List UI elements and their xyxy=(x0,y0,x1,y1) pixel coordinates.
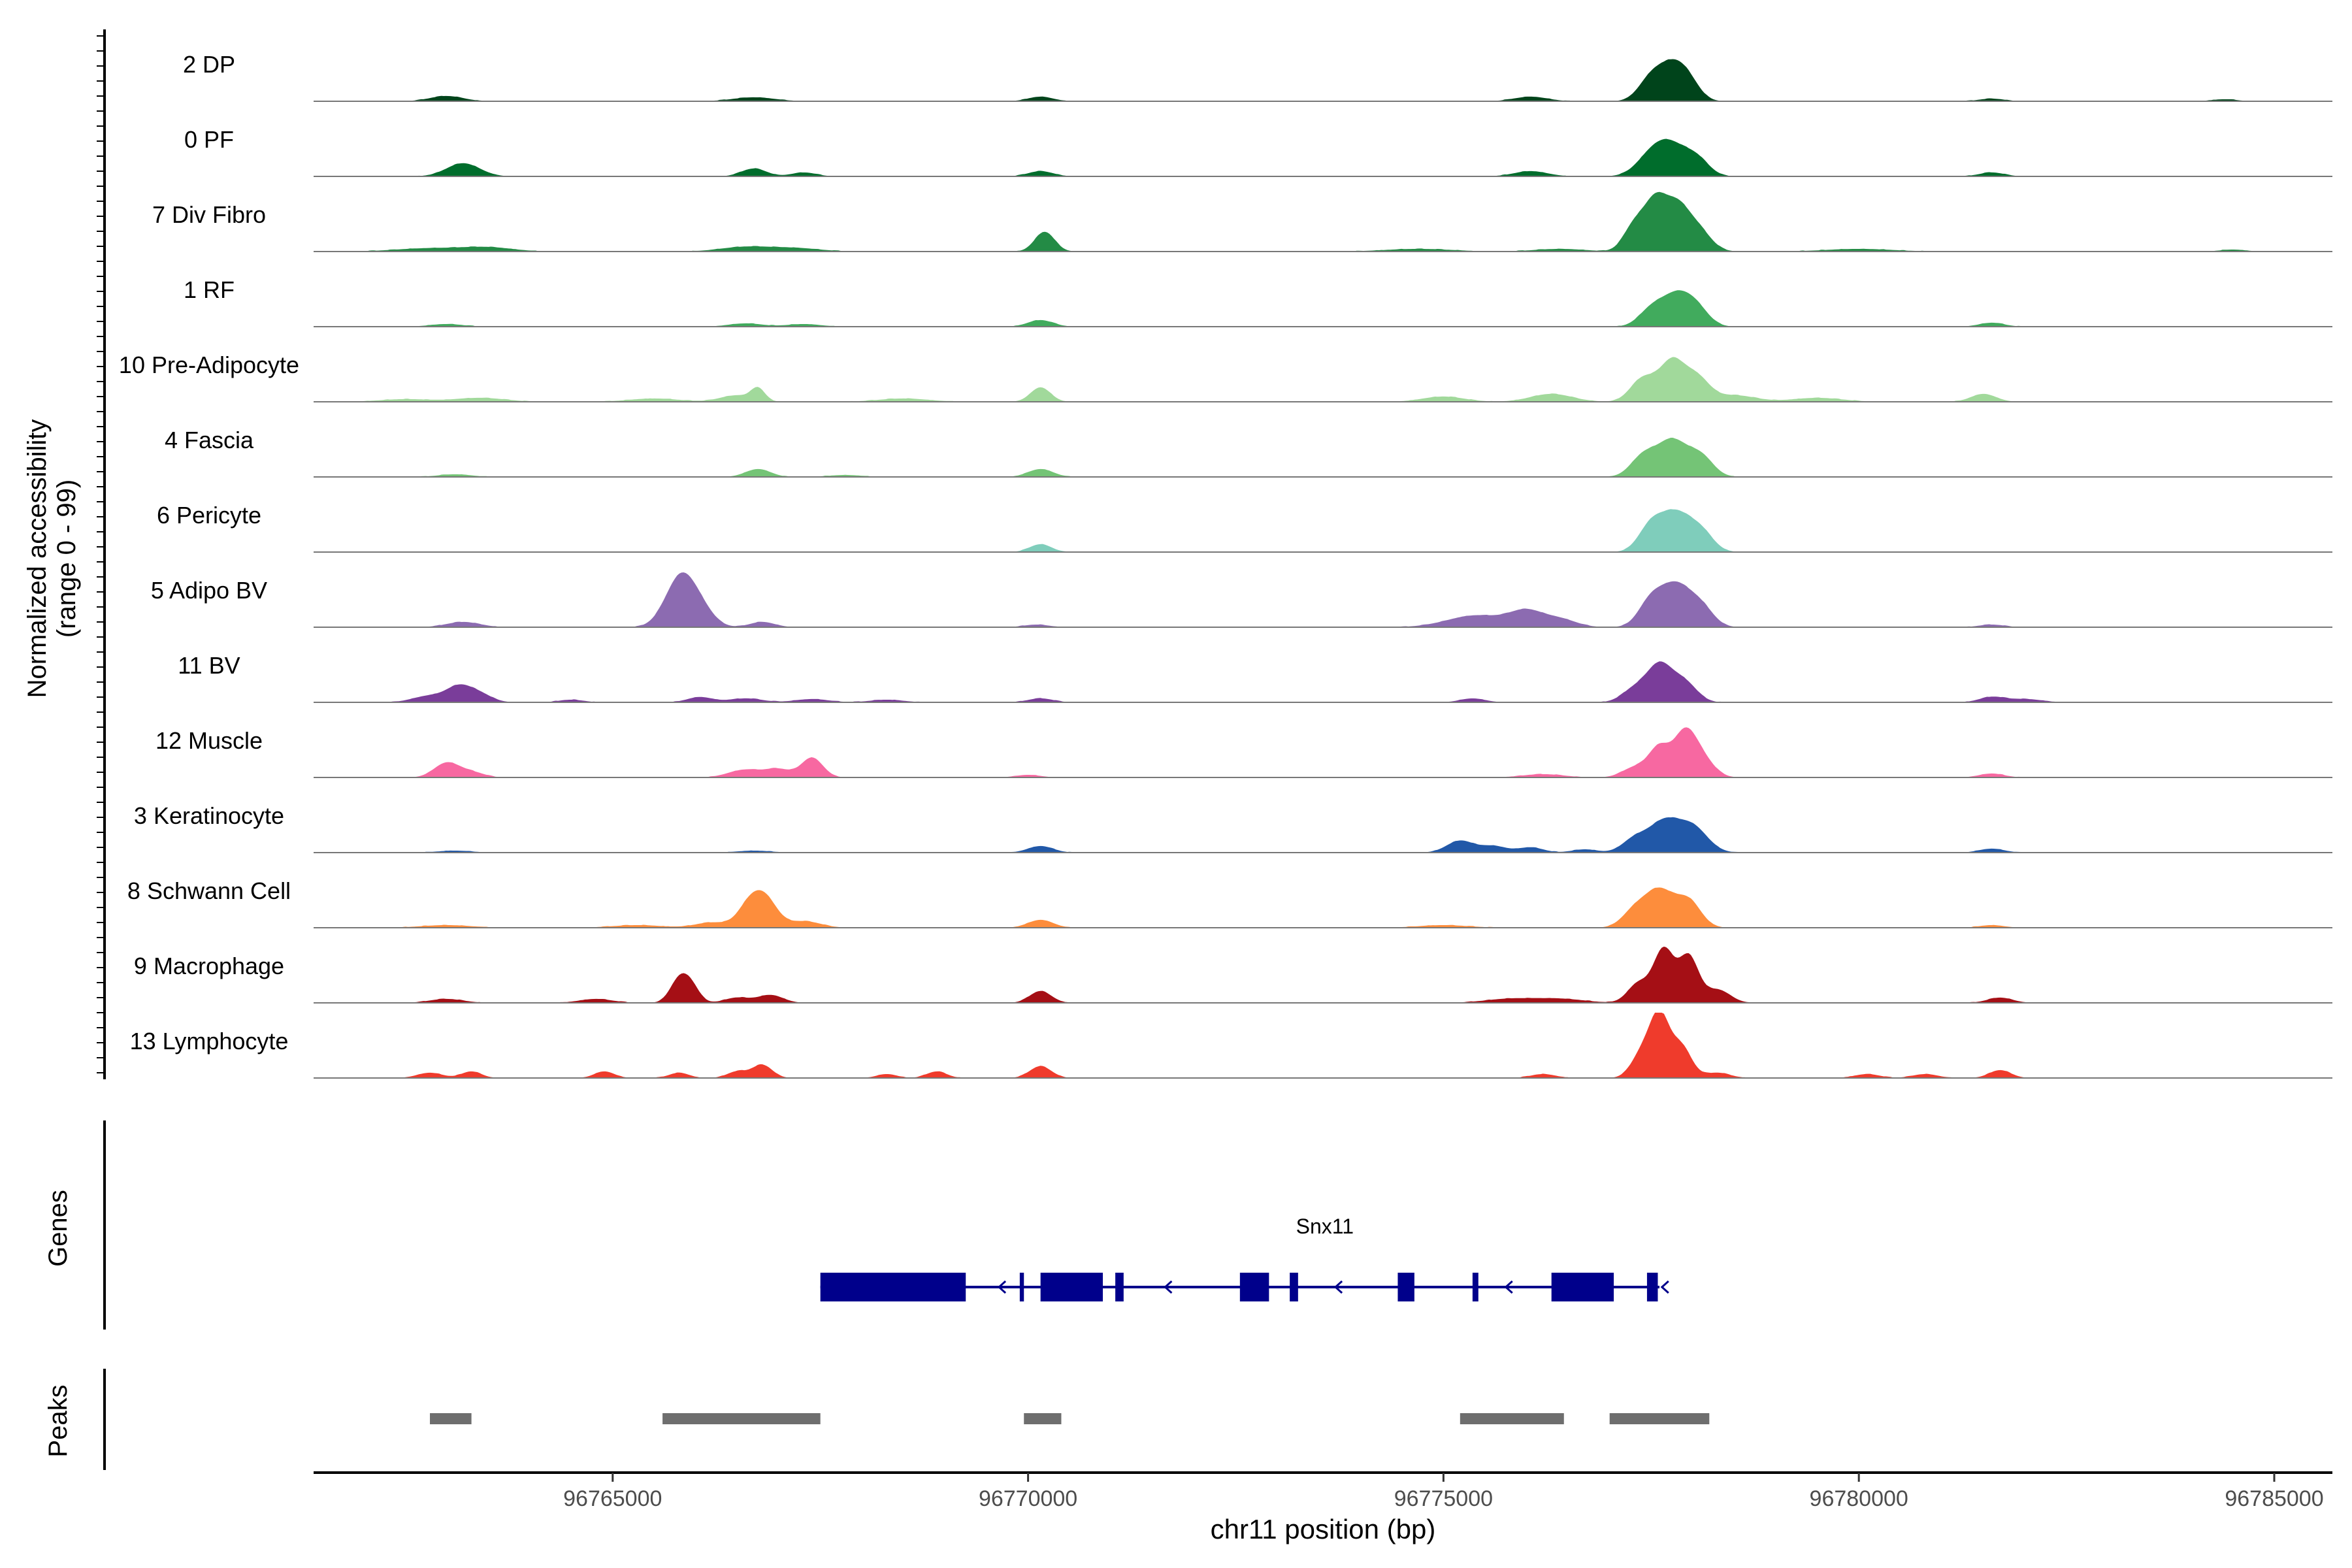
strand-arrow xyxy=(1164,1280,1173,1294)
x-tick-label: 96780000 xyxy=(1810,1486,1908,1511)
gene-name-label: Snx11 xyxy=(1296,1215,1354,1238)
track-label: 10 Pre-Adipocyte xyxy=(119,351,299,378)
gene-exon xyxy=(1239,1273,1269,1301)
peaks-panel-label: Peaks xyxy=(44,1384,73,1457)
track-label: 6 Pericyte xyxy=(157,502,261,529)
peak-track xyxy=(430,1413,1710,1424)
track-label: 4 Fascia xyxy=(165,427,254,453)
x-axis-ticks: 96765000 96770000 96775000 96780000 96785000 xyxy=(563,1473,2324,1511)
track-11-bv: 11 BV xyxy=(178,652,2332,703)
peak-region xyxy=(1024,1413,1062,1424)
track-1-rf: 1 RF xyxy=(184,276,2332,327)
peak-region xyxy=(1609,1413,1710,1424)
track-0-pf: 0 PF xyxy=(184,126,2332,177)
coverage-area xyxy=(314,727,2332,777)
x-tick-label: 96775000 xyxy=(1394,1486,1493,1511)
peak-region xyxy=(662,1413,821,1424)
track-label: 2 DP xyxy=(183,51,235,78)
peak-region xyxy=(430,1413,472,1424)
strand-arrow xyxy=(1660,1280,1669,1294)
strand-arrow xyxy=(1504,1280,1513,1294)
gene-track: Snx11 xyxy=(820,1215,1669,1301)
gene-exon xyxy=(1115,1273,1124,1301)
track-5-adipo-bv: 5 Adipo BV xyxy=(151,572,2332,628)
track-label: 1 RF xyxy=(184,276,235,303)
track-label: 13 Lymphocyte xyxy=(130,1028,289,1054)
strand-arrow xyxy=(997,1280,1007,1294)
track-label: 8 Schwann Cell xyxy=(127,877,291,904)
gene-exon xyxy=(1019,1273,1024,1301)
track-6-pericyte: 6 Pericyte xyxy=(157,502,2332,553)
gene-exon xyxy=(1551,1273,1614,1301)
y-axis-label: Normalized accessibility xyxy=(23,419,52,698)
y-axis-minor-ticks xyxy=(97,35,105,1073)
x-tick-label: 96770000 xyxy=(979,1486,1077,1511)
gene-exon xyxy=(1646,1273,1658,1301)
track-8-schwann-cell: 8 Schwann Cell xyxy=(127,877,2332,928)
genes-panel-label: Genes xyxy=(44,1190,73,1267)
peak-region xyxy=(1460,1413,1564,1424)
track-3-keratinocyte: 3 Keratinocyte xyxy=(134,802,2332,853)
gene-exon xyxy=(1040,1273,1103,1301)
track-9-macrophage: 9 Macrophage xyxy=(134,946,2332,1004)
track-4-fascia: 4 Fascia xyxy=(165,427,2332,478)
x-tick-label: 96765000 xyxy=(563,1486,662,1511)
gene-exon xyxy=(1290,1273,1298,1301)
track-7-div-fibro: 7 Div Fibro xyxy=(152,191,2332,252)
track-12-muscle: 12 Muscle xyxy=(155,727,2332,778)
strand-arrow xyxy=(1333,1280,1343,1294)
track-label: 12 Muscle xyxy=(155,727,263,754)
track-13-lymphocyte: 13 Lymphocyte xyxy=(130,1013,2332,1079)
track-2-dp: 2 DP xyxy=(183,51,2332,102)
gene-exon xyxy=(820,1273,966,1301)
track-label: 11 BV xyxy=(178,652,240,679)
y-axis-label-range: (range 0 - 99) xyxy=(52,480,81,638)
gene-exon xyxy=(1397,1273,1414,1301)
coverage-tracks: 2 DP 0 PF 7 Div Fibro 1 RF 10 Pre-Adipocyte 4… xyxy=(119,51,2332,1079)
track-10-pre-adipocyte: 10 Pre-Adipocyte xyxy=(119,351,2332,402)
track-label: 9 Macrophage xyxy=(134,953,284,979)
track-label: 3 Keratinocyte xyxy=(134,802,284,829)
x-axis-label: chr11 position (bp) xyxy=(1211,1514,1436,1544)
x-tick-label: 96785000 xyxy=(2225,1486,2323,1511)
track-label: 7 Div Fibro xyxy=(152,201,266,228)
gene-exon xyxy=(1472,1273,1478,1301)
track-label: 0 PF xyxy=(184,126,234,153)
track-label: 5 Adipo BV xyxy=(151,577,267,604)
